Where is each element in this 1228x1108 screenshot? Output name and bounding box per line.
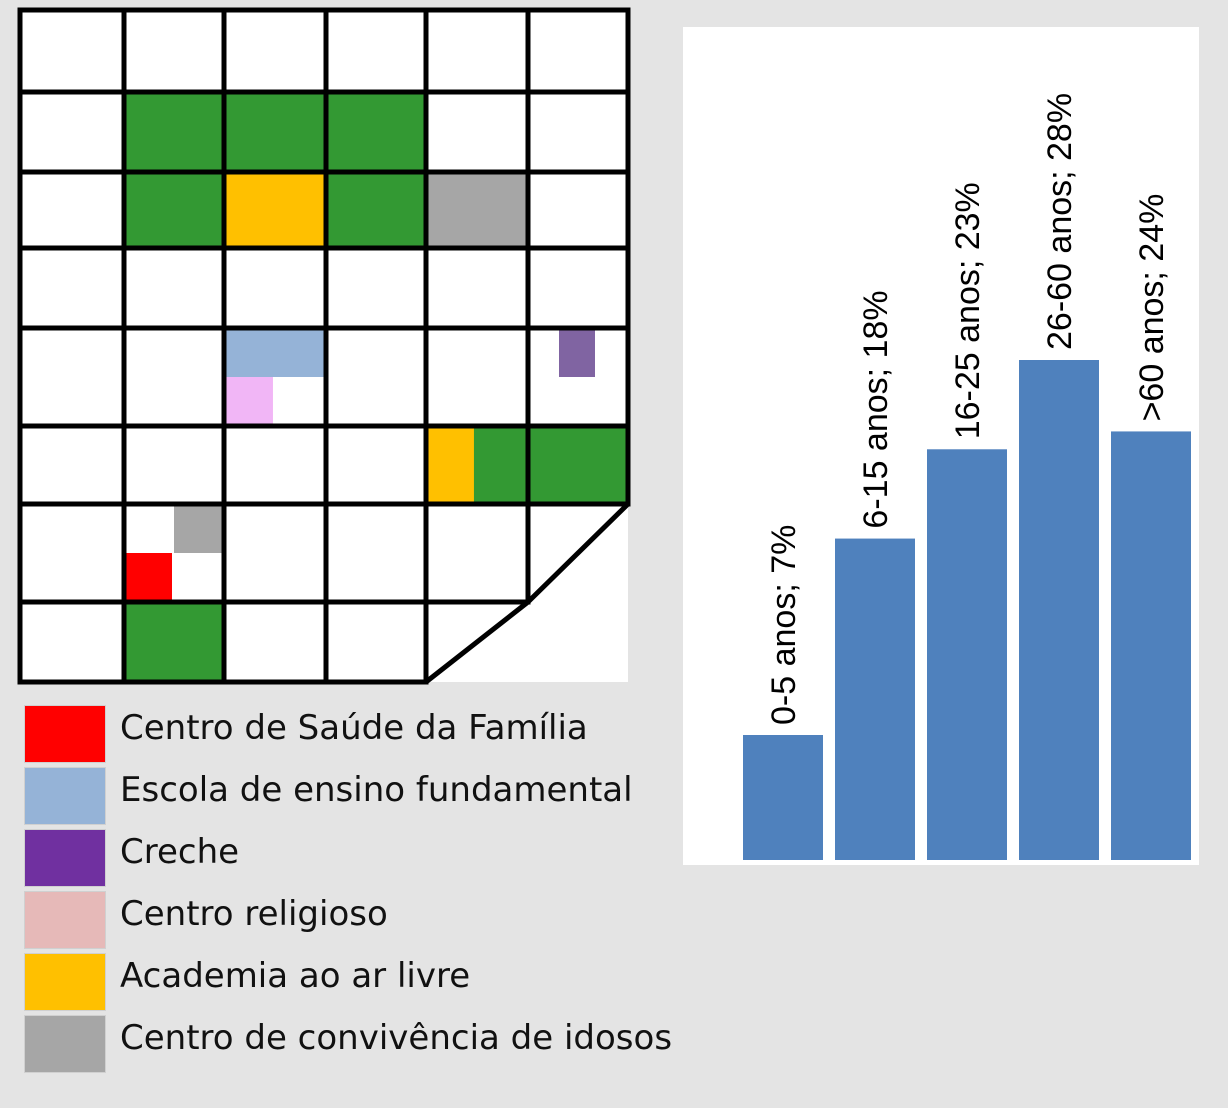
legend-label-academia: Academia ao ar livre xyxy=(120,956,470,996)
legend-item-escola: Escola de ensino fundamental xyxy=(20,762,710,824)
block-map xyxy=(0,0,640,690)
chart-bar xyxy=(1019,360,1099,860)
chart-bar xyxy=(1111,431,1191,860)
map-fill-academia xyxy=(224,172,326,248)
legend-item-idosos: Centro de convivência de idosos xyxy=(20,1010,710,1072)
legend-label-idosos: Centro de convivência de idosos xyxy=(120,1018,672,1058)
map-fill-area-verde xyxy=(326,92,426,172)
chart-data-label: >60 anos; 24% xyxy=(1133,194,1171,422)
age-distribution-chart: 0-5 anos; 7% 6-15 anos; 18% 16-25 anos; 23… xyxy=(683,27,1199,865)
legend-item-academia: Academia ao ar livre xyxy=(20,948,710,1010)
legend-swatch-escola xyxy=(24,767,106,825)
chart-bar xyxy=(743,735,823,860)
legend-label-escola: Escola de ensino fundamental xyxy=(120,770,633,810)
map-fill-creche xyxy=(559,328,595,377)
legend-label-saude: Centro de Saúde da Família xyxy=(120,708,588,748)
legend-swatch-academia xyxy=(24,953,106,1011)
legend-swatch-idosos xyxy=(24,1015,106,1073)
chart-data-label: 16-25 anos; 23% xyxy=(949,182,987,439)
legend-swatch-saude xyxy=(24,705,106,763)
map-fill-area-verde xyxy=(528,426,628,504)
legend-item-religioso: Centro religioso xyxy=(20,886,710,948)
map-fill-area-verde xyxy=(326,172,426,248)
chart-bar xyxy=(927,449,1007,860)
map-fill-area-verde xyxy=(124,602,224,682)
map-fill-area-verde xyxy=(224,92,326,172)
map-fill-academia xyxy=(426,426,474,504)
map-fill-area-verde xyxy=(124,172,224,248)
map-fill-escola xyxy=(224,328,326,377)
map-fill-area-verde xyxy=(124,92,224,172)
legend-label-creche: Creche xyxy=(120,832,239,872)
chart-bar xyxy=(835,539,915,860)
legend-item-creche: Creche xyxy=(20,824,710,886)
chart-data-label: 0-5 anos; 7% xyxy=(765,525,803,725)
map-fill-idosos xyxy=(426,172,528,248)
chart-data-label: 26-60 anos; 28% xyxy=(1041,93,1079,350)
map-fill-religioso xyxy=(224,377,273,426)
legend-label-religioso: Centro religioso xyxy=(120,894,388,934)
legend-swatch-creche xyxy=(24,829,106,887)
bar-chart-svg: 0-5 anos; 7% 6-15 anos; 18% 16-25 anos; 23… xyxy=(683,27,1199,865)
chart-data-label: 6-15 anos; 18% xyxy=(857,290,895,528)
legend-swatch-religioso xyxy=(24,891,106,949)
map-fill-idosos xyxy=(174,504,224,553)
map-fill-saude xyxy=(124,553,172,602)
legend-item-saude: Centro de Saúde da Família xyxy=(20,700,710,762)
